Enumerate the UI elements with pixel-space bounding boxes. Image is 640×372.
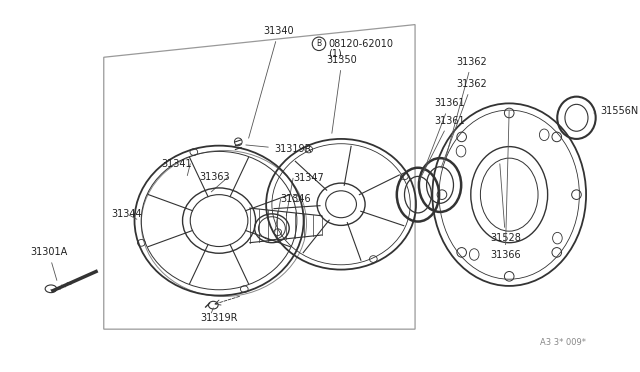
Text: 31301A: 31301A <box>30 247 67 280</box>
Text: 31366: 31366 <box>490 111 520 260</box>
Text: B: B <box>316 39 321 48</box>
Text: 31361: 31361 <box>419 116 465 181</box>
Text: 31362: 31362 <box>441 79 487 168</box>
Text: A3 3* 009*: A3 3* 009* <box>540 339 586 347</box>
Text: 31528: 31528 <box>490 164 521 243</box>
Text: 31340: 31340 <box>248 26 294 138</box>
Text: (1): (1) <box>328 48 342 58</box>
Text: 31362: 31362 <box>445 57 487 158</box>
Text: 31361: 31361 <box>424 98 465 171</box>
Text: 31344: 31344 <box>111 209 142 219</box>
Text: 08120-62010: 08120-62010 <box>328 39 394 49</box>
Text: 31319R: 31319R <box>246 144 311 154</box>
Text: 31341: 31341 <box>161 159 192 169</box>
Text: 31350: 31350 <box>326 55 357 133</box>
Text: 31347: 31347 <box>293 173 324 183</box>
Text: 31363: 31363 <box>199 172 230 182</box>
Text: 31319R: 31319R <box>200 313 237 323</box>
Text: 31556N: 31556N <box>594 106 639 116</box>
Text: 31346: 31346 <box>280 195 311 205</box>
